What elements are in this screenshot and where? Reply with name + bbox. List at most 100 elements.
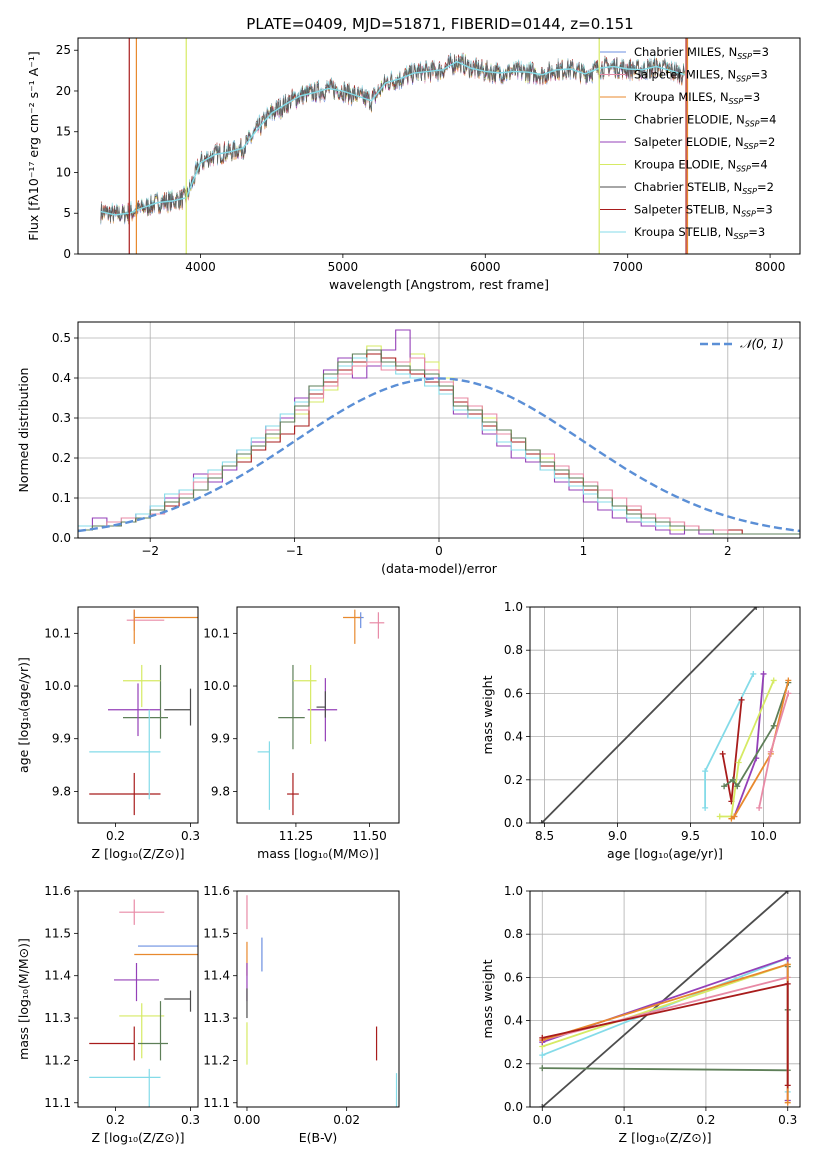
x-tick-label: −2 <box>141 544 159 558</box>
x-tick-label: 0.2 <box>106 829 125 843</box>
y-tick-label: 10.1 <box>203 626 230 640</box>
legend-label-suffix: =3 <box>751 68 768 82</box>
x-tick-label: 0 <box>435 544 443 558</box>
x-tick-label: 0.0 <box>533 1113 552 1127</box>
legend-label-suffix: =3 <box>743 90 760 104</box>
x-tick-label: 10.0 <box>750 829 777 843</box>
series-line-kroupa-elodie <box>719 680 775 818</box>
series-marker-kroupa-stelib <box>539 1052 546 1059</box>
legend-label-main: Salpeter ELODIE, N <box>634 135 744 149</box>
legend-label-main: Kroupa MILES, N <box>634 90 729 104</box>
y-tick-label: 9.8 <box>211 784 230 798</box>
plot-area <box>538 607 792 823</box>
legend-label-suffix: =3 <box>748 225 765 239</box>
y-tick-label: 0.4 <box>52 371 71 385</box>
x-tick-label: 0.2 <box>696 1113 715 1127</box>
series-line-kroupa-elodie <box>542 963 789 1101</box>
spectrum-model-line <box>100 60 685 216</box>
x-tick-label: 0.3 <box>181 1113 200 1127</box>
legend-label-kroupa-stelib: Kroupa STELIB, NSSP=3 <box>634 225 765 241</box>
legend-label-sub: SSP <box>729 97 744 106</box>
axes-frame <box>529 606 801 824</box>
figure-title: PLATE=0409, MJD=51871, FIBERID=0144, z=0… <box>246 15 633 33</box>
series-line-chabrier-stelib <box>541 891 789 1107</box>
y-tick-label: 9.9 <box>211 732 230 746</box>
y-tick-label: 11.1 <box>203 1096 230 1110</box>
series-marker-kroupa-miles <box>784 961 791 968</box>
legend-label-chabrier-elodie: Chabrier ELODIE, NSSP=4 <box>634 113 776 129</box>
legend-label-main: Kroupa ELODIE, N <box>634 158 736 172</box>
y-tick-label: 0.0 <box>504 1100 523 1114</box>
x-axis-label: mass [log₁₀(M/M⊙)] <box>257 846 379 861</box>
series-marker-salpeter-miles <box>785 690 792 697</box>
age-vs-mass-panel: 11.25 11.50 9.8 9.9 10.0 10.1 mass [log₁₀(M/M⊙… <box>203 606 400 861</box>
x-tick-label: 11.25 <box>279 829 313 843</box>
x-axis-label: Z [log₁₀(Z/Z⊙)] <box>619 1130 712 1145</box>
y-axis-label: mass weight <box>480 959 495 1038</box>
legend-label-main: Chabrier STELIB, N <box>634 180 742 194</box>
x-axis-label: age [log₁₀(age/yr)] <box>607 846 723 861</box>
x-tick-label: 0.2 <box>106 1113 125 1127</box>
residuals-panel: −2 −1 0 1 2 0.0 0.1 0.2 0.3 0.4 0.5 (data-model)/er… <box>16 321 801 576</box>
series-marker-kroupa-stelib <box>750 670 757 677</box>
series-marker-chabrier-stelib <box>538 820 545 823</box>
y-tick-label: 0.2 <box>504 773 523 787</box>
series-line-salpeter-elodie <box>733 673 765 817</box>
x-tick-label: 0.1 <box>615 1113 634 1127</box>
legend-label-salpeter-miles: Salpeter MILES, NSSP=3 <box>634 68 768 84</box>
legend-label-suffix: =2 <box>757 180 774 194</box>
y-tick-label: 20 <box>56 84 71 98</box>
series-marker-chabrier-elodie <box>539 1065 546 1072</box>
series-line-kroupa-miles <box>730 680 790 820</box>
legend-label-sub: SSP <box>744 142 759 151</box>
y-axis-label: age [log₁₀(age/yr)] <box>16 657 31 773</box>
series-marker-chabrier-elodie <box>734 783 741 790</box>
age-vs-z-panel: 0.2 0.3 9.8 9.9 10.0 10.1 Z [log₁₀(Z/Z⊙)] age [… <box>16 606 200 861</box>
x-tick-label: 1 <box>580 544 588 558</box>
legend-label-salpeter-elodie: Salpeter ELODIE, NSSP=2 <box>634 135 775 151</box>
mass-vs-ebv-panel: 0.00 0.02 11.1 11.2 11.3 11.4 11.5 11.6 E(B-V) <box>203 884 400 1145</box>
series-marker-chabrier-elodie <box>721 783 728 790</box>
axes-frame <box>77 37 801 255</box>
massweight-vs-z-panel: 0.0 0.1 0.2 0.3 0.0 0.2 0.4 0.6 0.8 1.0 Z [log₁₀(Z… <box>480 884 801 1145</box>
axes-frame <box>236 890 400 1108</box>
legend-label-kroupa-elodie: Kroupa ELODIE, NSSP=4 <box>634 158 768 174</box>
legend-label-kroupa-miles: Kroupa MILES, NSSP=3 <box>634 90 760 106</box>
x-tick-label: 9.5 <box>681 829 700 843</box>
series-marker-chabrier-stelib <box>539 1104 546 1107</box>
y-tick-label: 0.0 <box>504 816 523 830</box>
y-axis-label: Normed distribution <box>16 368 31 493</box>
series-marker-salpeter-stelib <box>539 1034 546 1041</box>
y-tick-label: 25 <box>56 43 71 57</box>
series-marker-chabrier-stelib <box>753 607 760 610</box>
y-tick-label: 11.6 <box>44 884 71 898</box>
massweight-vs-age-panel: 8.5 9.0 9.5 10.0 0.0 0.2 0.4 0.6 0.8 1.0 age [log₁… <box>480 600 801 861</box>
legend-label-suffix: =4 <box>751 158 768 172</box>
x-tick-label: 0.3 <box>778 1113 797 1127</box>
y-tick-label: 10.0 <box>203 679 230 693</box>
y-tick-label: 15 <box>56 125 71 139</box>
y-tick-label: 11.6 <box>203 884 230 898</box>
y-tick-label: 0.0 <box>52 531 71 545</box>
legend-label-sub: SSP <box>742 187 757 196</box>
y-tick-label: 0.8 <box>504 643 523 657</box>
x-axis-label: (data-model)/error <box>381 561 498 576</box>
x-tick-label: 8.5 <box>535 829 554 843</box>
x-tick-label: −1 <box>286 544 304 558</box>
x-tick-label: 2 <box>724 544 732 558</box>
plot-area <box>89 899 198 1107</box>
legend-label-suffix: =3 <box>752 45 769 59</box>
legend-label-main: Salpeter STELIB, N <box>634 203 741 217</box>
histogram-chabrier-elodie <box>78 349 800 535</box>
series-marker-salpeter-elodie <box>784 954 791 961</box>
series-marker-salpeter-miles <box>756 804 763 811</box>
legend-label-main: Salpeter MILES, N <box>634 68 736 82</box>
series-marker-salpeter-stelib <box>719 750 726 757</box>
y-tick-label: 10.0 <box>44 679 71 693</box>
series-marker-salpeter-stelib <box>738 696 745 703</box>
series-marker-kroupa-stelib <box>702 768 709 775</box>
x-axis-label: wavelength [Angstrom, rest frame] <box>329 277 549 292</box>
x-axis-label: E(B-V) <box>299 1130 338 1145</box>
series-marker-kroupa-stelib <box>702 804 709 811</box>
